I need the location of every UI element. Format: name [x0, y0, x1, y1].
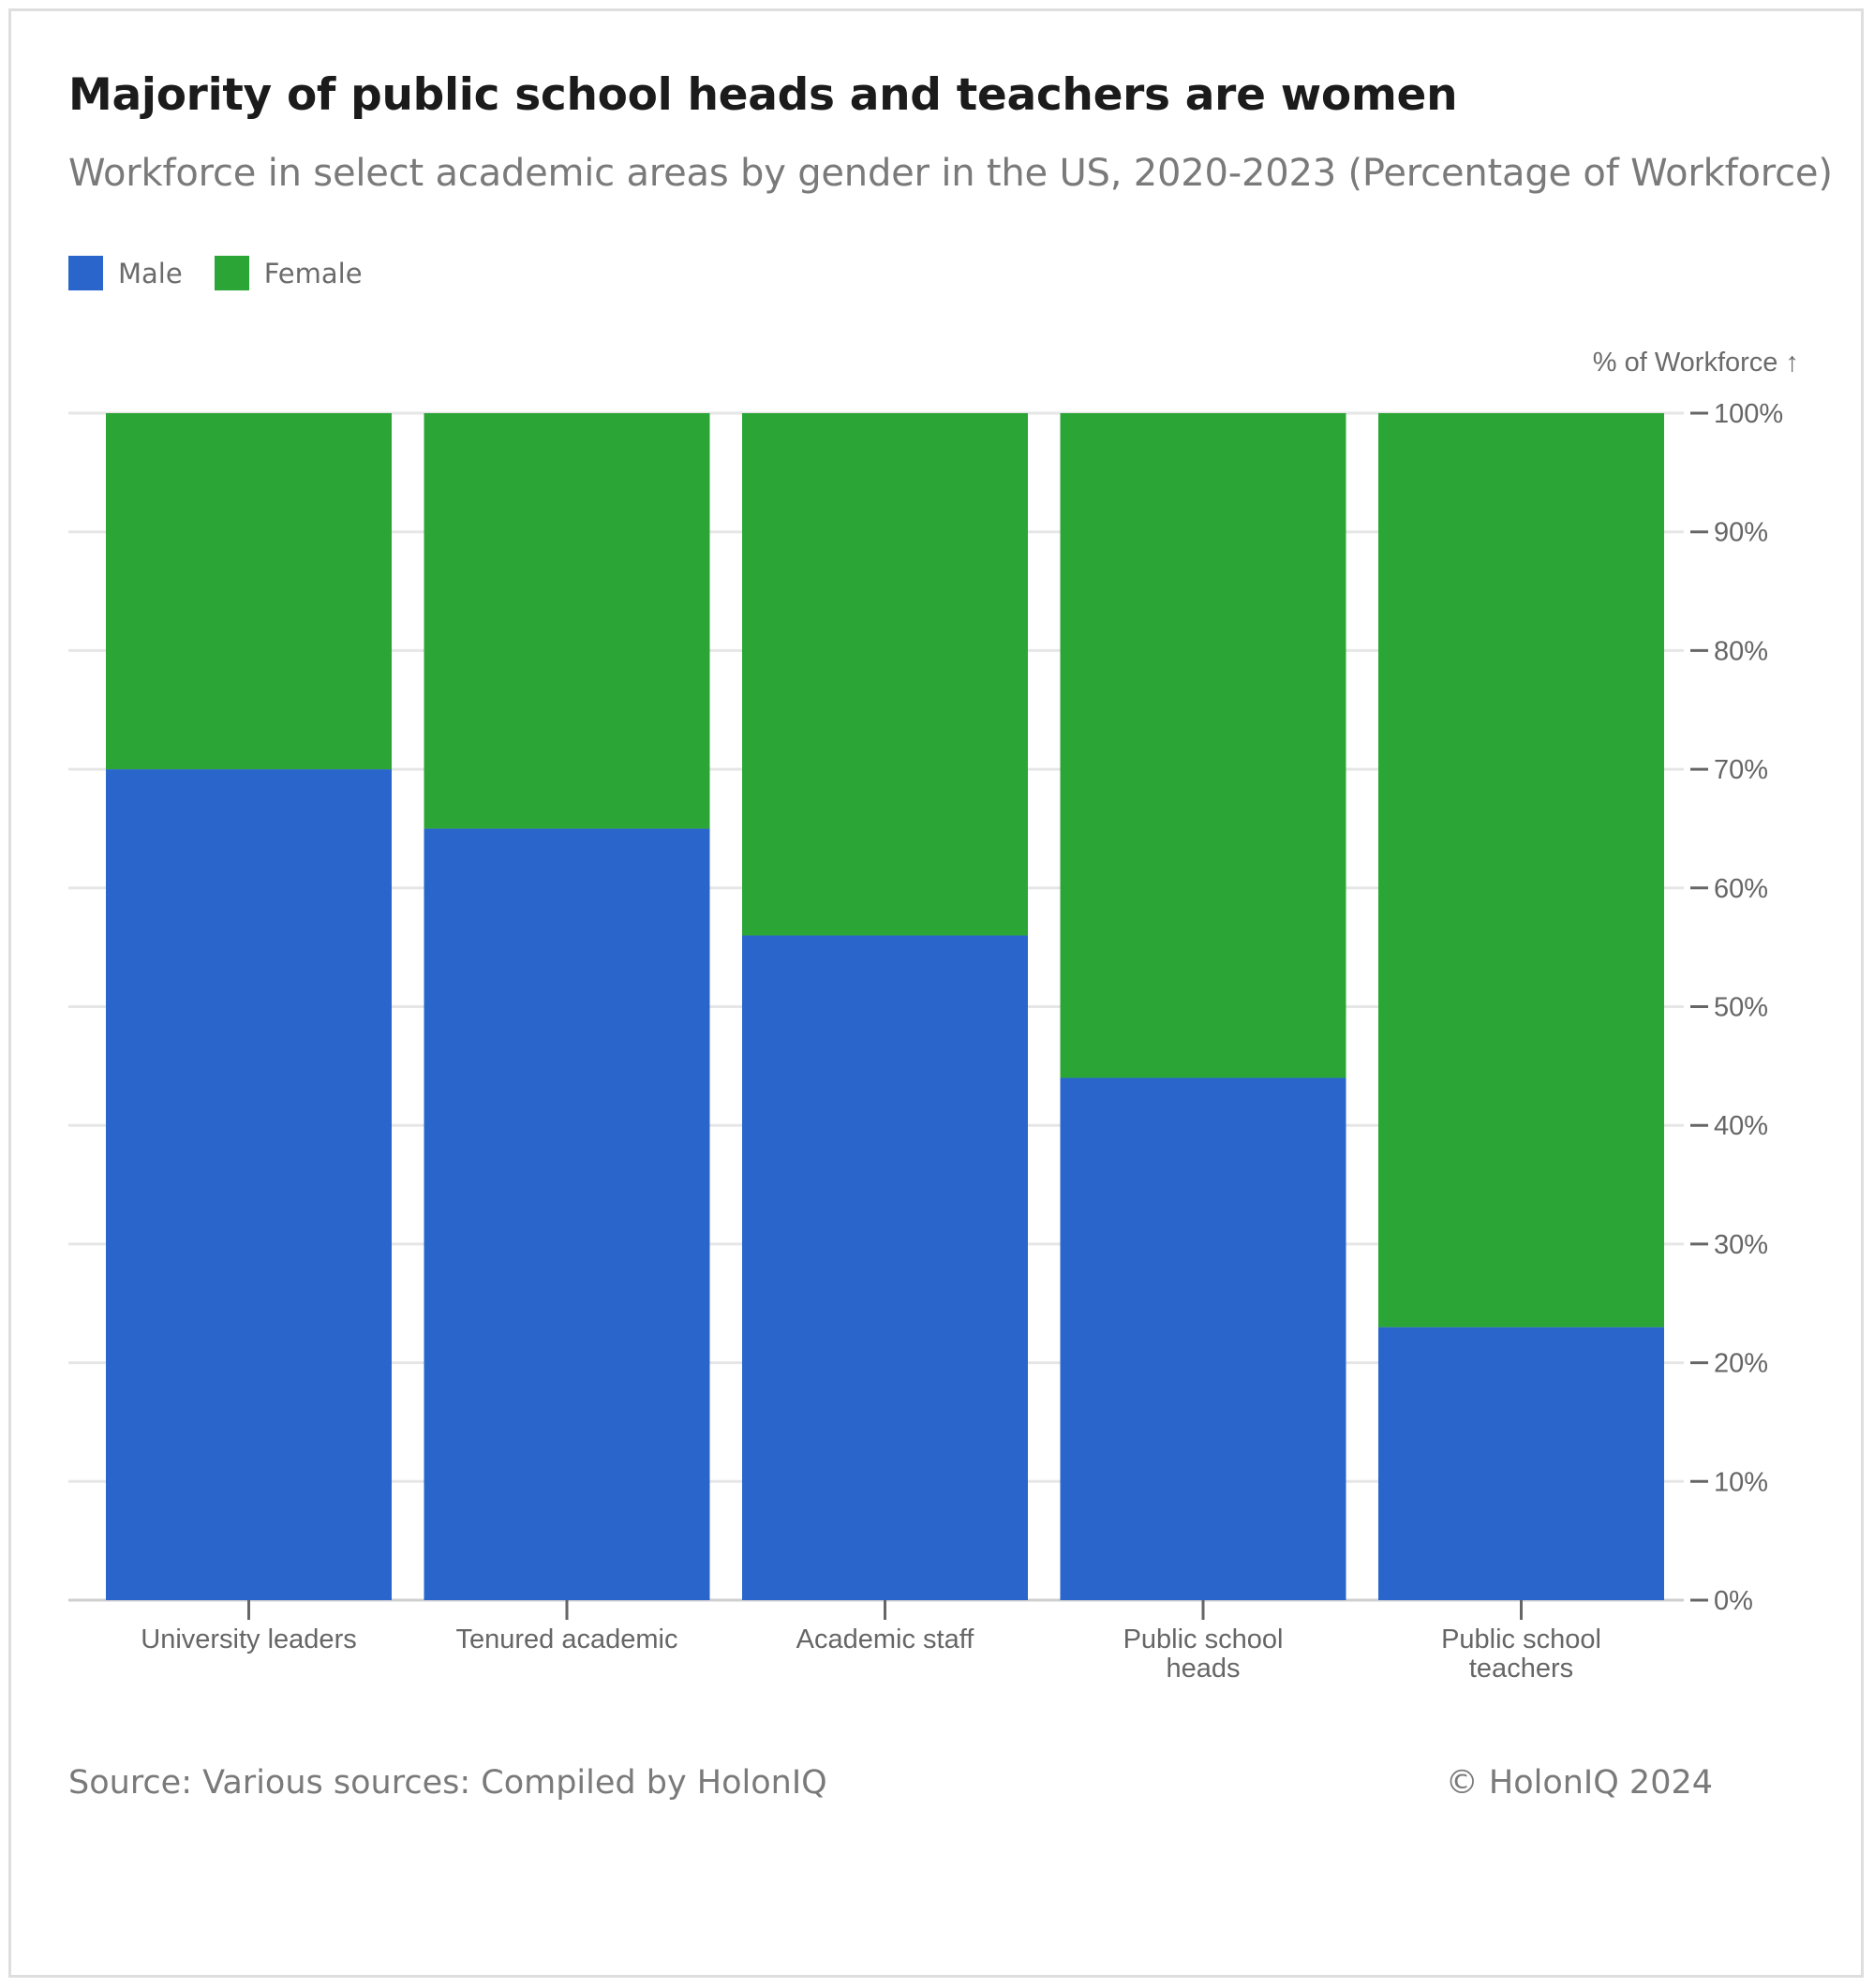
bar-male[interactable] — [106, 769, 392, 1600]
bar-female[interactable] — [742, 413, 1028, 936]
x-tick-label: Public school — [1441, 1625, 1601, 1654]
x-tick-label: Public school — [1123, 1625, 1284, 1654]
legend: Male Female — [68, 256, 394, 290]
y-tick-label: 40% — [1714, 1111, 1768, 1141]
bars — [106, 413, 1664, 1600]
y-tick-label: 50% — [1714, 993, 1768, 1023]
y-tick-label: 90% — [1714, 518, 1768, 548]
chart-title: Majority of public school heads and teac… — [68, 69, 1458, 121]
x-tick-label: teachers — [1469, 1654, 1573, 1684]
source-note: Source: Various sources: Compiled by Hol… — [68, 1764, 827, 1802]
y-tick-label: 30% — [1714, 1230, 1768, 1260]
legend-label-male: Male — [118, 257, 183, 289]
bar-male[interactable] — [1060, 1077, 1346, 1600]
y-tick-label: 100% — [1714, 399, 1783, 429]
legend-item-female[interactable]: Female — [214, 256, 363, 290]
bar-female[interactable] — [106, 413, 392, 770]
legend-swatch-male — [68, 256, 103, 290]
bar-male[interactable] — [742, 935, 1028, 1600]
bar-female[interactable] — [424, 413, 710, 829]
y-tick-label: 20% — [1714, 1349, 1768, 1379]
y-tick-label: 10% — [1714, 1467, 1768, 1497]
x-tick-label: University leaders — [141, 1625, 356, 1654]
axes: 0% 10% 20% 30% 40% 50% 60% 70% 80% 90% 100% Univers… — [141, 399, 1783, 1684]
bar-female[interactable] — [1378, 413, 1664, 1328]
y-tick-label: 60% — [1714, 874, 1768, 904]
legend-item-male[interactable]: Male — [68, 256, 183, 290]
legend-label-female: Female — [263, 257, 363, 289]
chart-subtitle: Workforce in select academic areas by ge… — [68, 152, 1833, 195]
y-axis-title: % of Workforce ↑ — [1593, 348, 1799, 378]
y-tick-label: 0% — [1714, 1586, 1753, 1616]
y-tick-label: 70% — [1714, 755, 1768, 785]
x-tick-label: heads — [1166, 1654, 1240, 1684]
y-tick-label: 80% — [1714, 636, 1768, 666]
bar-male[interactable] — [424, 828, 710, 1600]
legend-swatch-female — [214, 256, 249, 290]
x-tick-label: Tenured academic — [456, 1625, 678, 1654]
bar-male[interactable] — [1378, 1327, 1664, 1600]
copyright-note: © HolonIQ 2024 — [1445, 1764, 1713, 1802]
bar-female[interactable] — [1060, 413, 1346, 1078]
x-tick-label: Academic staff — [796, 1625, 975, 1654]
